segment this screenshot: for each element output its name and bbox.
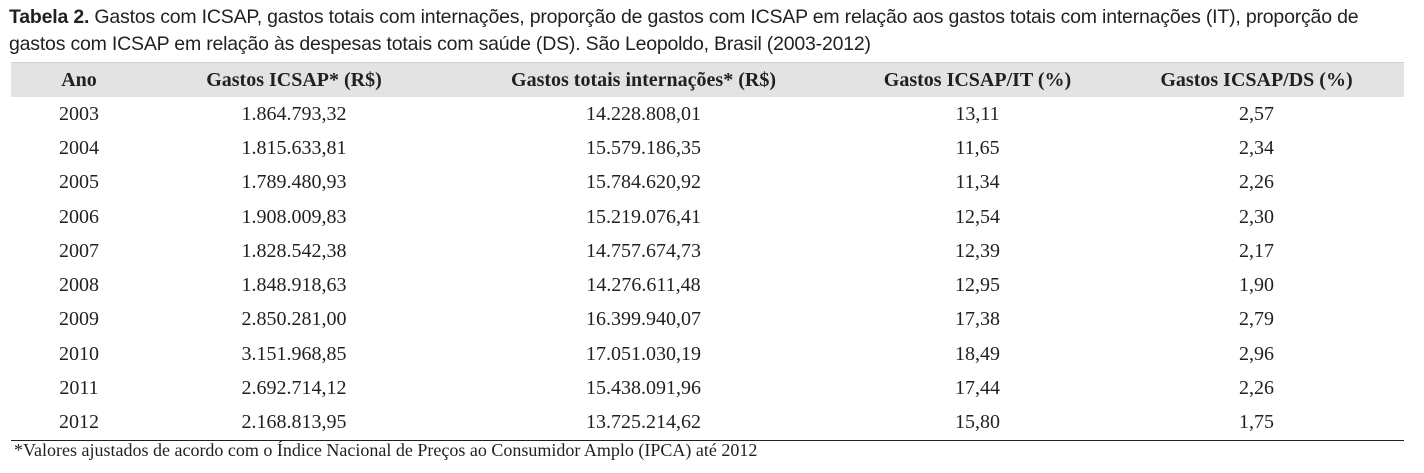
data-table: Ano Gastos ICSAP* (R$) Gastos totais int… — [11, 62, 1404, 441]
header-icsap-it: Gastos ICSAP/IT (%) — [846, 62, 1109, 97]
cell-icsap-it: 17,38 — [955, 308, 1000, 331]
cell-icsap-it: 13,11 — [955, 102, 1000, 125]
cell-icsap-ds: 1,90 — [1239, 274, 1274, 297]
cell-gastos-icsap: 2.692.714,12 — [241, 377, 347, 400]
cell-icsap-ds: 2,79 — [1239, 308, 1274, 331]
header-gastos-totais: Gastos totais internações* (R$) — [441, 62, 846, 97]
data-table-container: Ano Gastos ICSAP* (R$) Gastos totais int… — [11, 62, 1404, 441]
cell-icsap-it: 11,65 — [955, 136, 1000, 159]
header-ano: Ano — [11, 62, 147, 97]
cell-icsap-ds: 2,17 — [1239, 239, 1274, 262]
cell-icsap-it: 17,44 — [955, 377, 1000, 400]
cell-ano: 2008 — [59, 274, 99, 297]
cell-gastos-totais: 14.228.808,01 — [586, 102, 701, 125]
cell-icsap-it: 18,49 — [955, 342, 1000, 365]
table-row: 2008 1.848.918,63 14.276.611,48 12,95 1,… — [11, 268, 1404, 302]
table-row: 2004 1.815.633,81 15.579.186,35 11,65 2,… — [11, 131, 1404, 165]
cell-gastos-totais: 17.051.030,19 — [586, 342, 701, 365]
cell-icsap-ds: 2,26 — [1239, 171, 1274, 194]
cell-ano: 2006 — [59, 205, 99, 228]
cell-gastos-totais: 15.784.620,92 — [586, 171, 701, 194]
cell-ano: 2005 — [59, 171, 99, 194]
header-gastos-icsap: Gastos ICSAP* (R$) — [147, 62, 441, 97]
cell-gastos-totais: 13.725.214,62 — [441, 405, 846, 441]
cell-gastos-icsap: 2.850.281,00 — [241, 308, 347, 331]
table-row: 2007 1.828.542,38 14.757.674,73 12,39 2,… — [11, 234, 1404, 268]
cell-gastos-totais: 16.399.940,07 — [586, 308, 701, 331]
cell-icsap-it: 12,95 — [955, 274, 1000, 297]
cell-icsap-ds: 2,96 — [1239, 342, 1274, 365]
cell-gastos-icsap: 1.848.918,63 — [241, 274, 347, 297]
cell-gastos-totais: 14.757.674,73 — [586, 239, 701, 262]
header-icsap-ds: Gastos ICSAP/DS (%) — [1109, 62, 1404, 97]
table-row: 2010 3.151.968,85 17.051.030,19 18,49 2,… — [11, 337, 1404, 371]
table-row: 2009 2.850.281,00 16.399.940,07 17,38 2,… — [11, 303, 1404, 337]
cell-icsap-ds: 2,34 — [1239, 136, 1274, 159]
cell-gastos-totais: 15.219.076,41 — [586, 205, 701, 228]
cell-ano: 2012 — [11, 405, 147, 441]
table-header-row: Ano Gastos ICSAP* (R$) Gastos totais int… — [11, 62, 1404, 97]
cell-gastos-totais: 15.438.091,96 — [586, 377, 701, 400]
caption-label: Tabela 2. — [9, 6, 90, 28]
cell-gastos-icsap: 1.828.542,38 — [241, 239, 347, 262]
table-row: 2005 1.789.480,93 15.784.620,92 11,34 2,… — [11, 166, 1404, 200]
cell-ano: 2010 — [59, 342, 99, 365]
cell-gastos-icsap: 1.815.633,81 — [241, 136, 347, 159]
cell-icsap-it: 11,34 — [955, 171, 1000, 194]
cell-icsap-ds: 2,26 — [1239, 377, 1274, 400]
cell-gastos-icsap: 1.789.480,93 — [241, 171, 347, 194]
cell-icsap-it: 12,39 — [955, 239, 1000, 262]
cell-ano: 2011 — [59, 377, 99, 400]
table-row: 2011 2.692.714,12 15.438.091,96 17,44 2,… — [11, 371, 1404, 405]
cell-icsap-it: 12,54 — [955, 205, 1000, 228]
table-row: 2006 1.908.009,83 15.219.076,41 12,54 2,… — [11, 200, 1404, 234]
table-body: 2003 1.864.793,32 14.228.808,01 13,11 2,… — [11, 97, 1404, 441]
cell-gastos-totais: 14.276.611,48 — [586, 274, 701, 297]
table-footnote: *Valores ajustados de acordo com o Índic… — [14, 440, 758, 460]
table-caption: Tabela 2. Gastos com ICSAP, gastos totai… — [9, 4, 1419, 58]
cell-icsap-ds: 2,57 — [1239, 102, 1274, 125]
cell-gastos-icsap: 1.908.009,83 — [241, 205, 347, 228]
cell-ano: 2007 — [59, 239, 99, 262]
cell-gastos-totais: 15.579.186,35 — [586, 136, 701, 159]
table-row: 2003 1.864.793,32 14.228.808,01 13,11 2,… — [11, 97, 1404, 131]
cell-ano: 2003 — [59, 102, 99, 125]
table-row: 2012 2.168.813,95 13.725.214,62 15,80 1,… — [11, 405, 1404, 441]
cell-ano: 2009 — [59, 308, 99, 331]
cell-icsap-ds: 1,75 — [1109, 405, 1404, 441]
cell-icsap-ds: 2,30 — [1239, 205, 1274, 228]
caption-text: Gastos com ICSAP, gastos totais com inte… — [9, 6, 1359, 55]
cell-gastos-icsap: 3.151.968,85 — [241, 342, 347, 365]
cell-ano: 2004 — [59, 136, 99, 159]
cell-gastos-icsap: 1.864.793,32 — [241, 102, 347, 125]
cell-gastos-icsap: 2.168.813,95 — [147, 405, 441, 441]
cell-icsap-it: 15,80 — [846, 405, 1109, 441]
